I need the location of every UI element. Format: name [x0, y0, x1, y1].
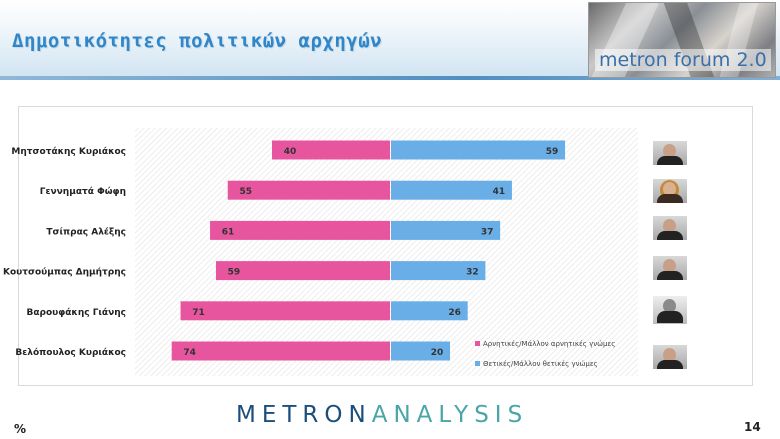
category-label: Γεννηματά Φώφη	[40, 186, 126, 197]
data-label-positive: 26	[448, 308, 461, 318]
leader-photo-tsipras	[653, 216, 687, 240]
page-number: 14	[744, 420, 761, 434]
leader-photo-mitsotakis	[653, 141, 687, 165]
bar-positive	[391, 301, 468, 321]
logo-text: metron forum 2.0	[595, 49, 771, 71]
data-label-negative: 55	[239, 187, 252, 197]
legend-swatch	[475, 361, 480, 366]
brand-part-analysis: ANALYSIS	[371, 402, 529, 428]
data-label-positive: 41	[493, 187, 506, 197]
bar-negative	[180, 301, 390, 321]
bar-negative	[215, 261, 390, 281]
bar-positive	[391, 261, 486, 281]
page-title: Δημοτικότητες πολιτικών αρχηγών	[12, 30, 383, 52]
leader-photo-velopoulos	[653, 345, 687, 369]
legend-swatch	[475, 341, 480, 346]
metron-analysis-logo: METRONANALYSIS	[236, 402, 528, 428]
header-divider	[0, 76, 780, 80]
legend-label: Θετικές/Μάλλον θετικές γνώμες	[483, 360, 598, 368]
bar-negative	[272, 140, 390, 160]
bar-positive	[391, 140, 566, 160]
legend-label: Αρνητικές/Μάλλον αρνητικές γνώμες	[483, 340, 615, 348]
brand-part-metron: METRON	[236, 402, 372, 428]
category-label: Τσίπρας Αλέξης	[46, 226, 126, 237]
leader-photo-varoufakis	[653, 296, 687, 324]
data-label-positive: 59	[546, 147, 559, 157]
bar-positive	[391, 180, 512, 200]
category-label: Μητσοτάκης Κυριάκος	[11, 147, 126, 157]
data-label-positive: 20	[431, 348, 444, 358]
data-label-negative: 40	[284, 147, 297, 157]
metron-forum-logo: metron forum 2.0	[588, 2, 776, 78]
data-label-negative: 71	[192, 308, 205, 318]
bar-negative	[227, 180, 390, 200]
unit-label: %	[14, 422, 27, 436]
category-label: Βαρουφάκης Γιάνης	[26, 308, 126, 318]
data-label-negative: 59	[228, 268, 241, 278]
bar-negative	[210, 220, 390, 240]
bar-positive	[391, 341, 450, 361]
category-label: Βελόπουλος Κυριάκος	[15, 347, 126, 358]
leader-photo-gennimata	[653, 179, 687, 203]
data-label-positive: 37	[481, 227, 494, 237]
data-label-negative: 61	[222, 227, 235, 237]
bar-negative	[171, 341, 390, 361]
plot-area	[135, 128, 638, 376]
bar-positive	[391, 220, 501, 240]
category-label: Κουτσούμπας Δημήτρης	[3, 268, 126, 278]
leader-photo-koutsoumpas	[653, 256, 687, 280]
data-label-positive: 32	[466, 268, 479, 278]
data-label-negative: 74	[183, 348, 196, 358]
